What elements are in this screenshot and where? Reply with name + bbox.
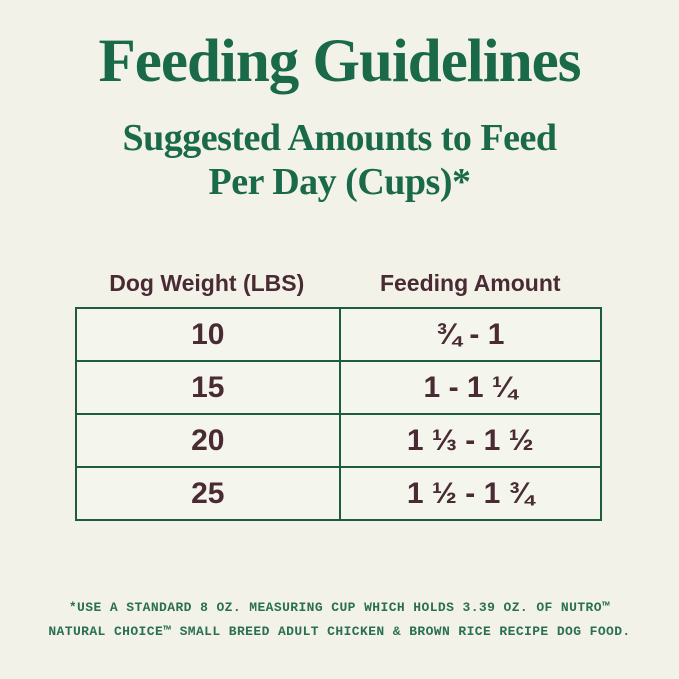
amount-cell: ¾ - 1 — [338, 309, 601, 360]
feeding-table-section: Dog Weight (LBS) Feeding Amount 10 ¾ - 1… — [75, 269, 602, 521]
feeding-table: 10 ¾ - 1 15 1 - 1 ¼ 20 1 ⅓ - 1 ½ 25 1 ½ … — [75, 307, 602, 521]
weight-cell: 15 — [77, 360, 339, 413]
amount-cell: 1 ½ - 1 ¾ — [338, 466, 600, 519]
footnote-line-1: *USE A STANDARD 8 OZ. MEASURING CUP WHIC… — [68, 600, 611, 615]
page-subtitle: Suggested Amounts to Feed Per Day (Cups)… — [0, 116, 679, 204]
weight-cell: 25 — [77, 466, 339, 519]
measuring-cup-footnote: *USE A STANDARD 8 OZ. MEASURING CUP WHIC… — [0, 596, 679, 644]
column-header-feeding-amount: Feeding Amount — [379, 270, 561, 296]
column-header-dog-weight: Dog Weight (LBS) — [109, 270, 305, 296]
page-title: Feeding Guidelines — [98, 28, 582, 95]
weight-cell: 20 — [77, 413, 339, 466]
table-column-headers: Dog Weight (LBS) Feeding Amount — [75, 269, 602, 297]
subtitle-line-2: Per Day (Cups)* — [208, 161, 471, 203]
subtitle-line-1: Suggested Amounts to Feed — [122, 117, 557, 159]
footnote-line-2: NATURAL CHOICE™ SMALL BREED ADULT CHICKE… — [48, 624, 631, 639]
amount-cell: 1 ⅓ - 1 ½ — [338, 413, 600, 466]
weight-cell: 10 — [191, 317, 225, 351]
amount-cell: 1 - 1 ¼ — [338, 360, 600, 413]
